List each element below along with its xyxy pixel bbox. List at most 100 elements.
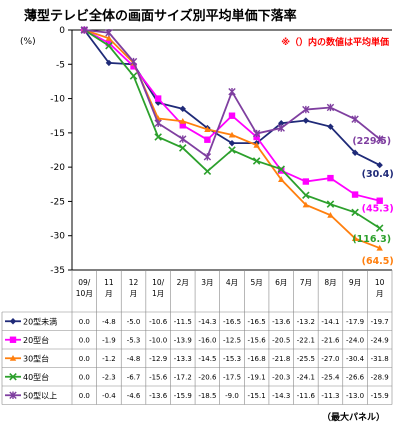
y-unit-label: (%) xyxy=(20,37,36,47)
data-point xyxy=(351,149,359,156)
table-cell: -11.6 xyxy=(297,392,316,400)
table-cell: -10.0 xyxy=(149,336,167,344)
table-cell: -24.0 xyxy=(346,336,364,344)
data-point xyxy=(105,59,113,67)
table-cell: -4.6 xyxy=(127,392,141,400)
data-point xyxy=(179,118,186,124)
table-cell: -24.9 xyxy=(371,336,389,344)
table-cell: -9.0 xyxy=(225,392,239,400)
data-point xyxy=(327,123,334,130)
table-row: 30型台 0.0 -1.2 -4.8 -12.9 -13.3 -14.5 -15.3 -16.8… xyxy=(5,353,389,363)
data-point xyxy=(376,197,383,204)
y-tick-label: -10 xyxy=(50,95,65,105)
table-cell: -11.3 xyxy=(321,392,339,400)
data-point xyxy=(302,191,310,200)
table-cell: -21.8 xyxy=(272,355,290,363)
table-cell: 0.0 xyxy=(79,336,90,344)
table-cell: 0.0 xyxy=(79,355,90,363)
table-cell: -15.9 xyxy=(371,392,389,400)
table-cell: -24.1 xyxy=(297,373,315,381)
data-point xyxy=(351,191,359,198)
table-cell: -20.5 xyxy=(272,336,290,344)
footer-note: （最大パネル） xyxy=(322,411,385,423)
data-point xyxy=(130,63,137,70)
table-cell: -5.0 xyxy=(127,318,141,326)
table-cell: -31.8 xyxy=(371,355,389,363)
y-tick-label: -30 xyxy=(50,232,65,242)
data-point xyxy=(327,174,334,182)
x-tick-label: 10/1月 xyxy=(152,278,165,298)
table-cell: -11.5 xyxy=(174,318,192,326)
data-point xyxy=(9,391,17,399)
table-row: 40型台 0.0 -2.3 -6.7 -15.6 -17.2 -20.6 -17.5 -19.1… xyxy=(5,372,389,382)
table-cell: -1.2 xyxy=(102,355,116,363)
data-point xyxy=(105,39,113,47)
table-cell: -16.5 xyxy=(223,318,241,326)
x-axis: 09/10月 11 月 12 月 10/1月 2月 3月 4月 5月 6月 7月 8月 9月 10 月 xyxy=(76,278,385,298)
table-cell: -25.4 xyxy=(321,373,340,381)
table-cell: -17.5 xyxy=(223,373,241,381)
data-point xyxy=(252,129,261,138)
y-axis: 0 -5 -10 -15 -20 -25 -30 -35 xyxy=(50,26,72,276)
data-point xyxy=(105,29,113,37)
table-cell: -19.1 xyxy=(248,373,266,381)
table-cell: -15.6 xyxy=(248,336,267,344)
data-point xyxy=(302,178,310,185)
x-tick-label: 4月 xyxy=(226,278,238,287)
table-cell: -12.5 xyxy=(223,336,241,344)
table-cell: -30.4 xyxy=(346,355,365,363)
y-tick-label: 0 xyxy=(59,26,65,36)
data-point xyxy=(375,135,384,143)
table-cell: -4.8 xyxy=(102,318,116,326)
data-point xyxy=(9,372,17,381)
data-point xyxy=(9,355,17,361)
data-point xyxy=(253,142,260,148)
table-cell: -15.3 xyxy=(223,355,241,363)
legend-label: 50型以上 xyxy=(23,391,57,400)
end-labels: (30.4) (45.3) (64.5) (116.3) (229.5) xyxy=(352,136,393,267)
table-cell: -26.6 xyxy=(346,373,365,381)
series-line xyxy=(83,29,381,229)
x-tick-label: 6月 xyxy=(275,278,287,287)
data-point xyxy=(105,35,113,41)
x-tick-label: 8月 xyxy=(324,278,336,287)
table-cell: -2.3 xyxy=(102,373,116,381)
data-point xyxy=(154,119,162,127)
data-point xyxy=(302,201,310,208)
data-point xyxy=(203,153,212,161)
data-point xyxy=(9,318,17,325)
table-cell: 0.0 xyxy=(79,318,90,326)
data-point xyxy=(277,165,285,173)
x-tick-label: 09/10月 xyxy=(76,278,93,298)
legend-label: 30型台 xyxy=(23,353,49,363)
data-point xyxy=(80,26,89,34)
table-cell: -17.2 xyxy=(174,373,192,381)
series-40型台 xyxy=(80,26,384,232)
data-point xyxy=(351,235,359,242)
table-cell: -15.1 xyxy=(248,392,266,400)
legend-label: 20型台 xyxy=(23,335,49,345)
table-cell: -18.5 xyxy=(198,392,216,400)
data-point xyxy=(129,57,138,66)
price-note: ※（）内の数値は平均単価 xyxy=(281,36,389,48)
data-point xyxy=(179,144,187,152)
table-row: 20型未満 0.0 -4.8 -5.0 -10.6 -11.5 -14.3 -16.5 -16.… xyxy=(5,316,389,326)
table-cell: -12.9 xyxy=(149,355,167,363)
table-cell: 0.0 xyxy=(79,392,90,400)
table-cell: -14.1 xyxy=(321,318,339,326)
data-point xyxy=(154,95,162,102)
data-point xyxy=(326,200,335,208)
series-50型以上 xyxy=(80,26,384,161)
x-tick-label: 7月 xyxy=(300,278,312,287)
table-cell: -5.3 xyxy=(127,336,141,344)
table-cell: 0.0 xyxy=(79,373,90,381)
y-tick-label: -25 xyxy=(50,197,65,207)
data-point xyxy=(179,135,187,143)
table-cell: -22.1 xyxy=(297,336,315,344)
table-cell: -10.6 xyxy=(149,318,168,326)
table-cell: -1.9 xyxy=(102,336,116,344)
table-cell: -13.6 xyxy=(149,392,168,400)
data-point xyxy=(302,117,310,124)
table-cell: -13.2 xyxy=(297,318,315,326)
data-point xyxy=(228,112,236,119)
